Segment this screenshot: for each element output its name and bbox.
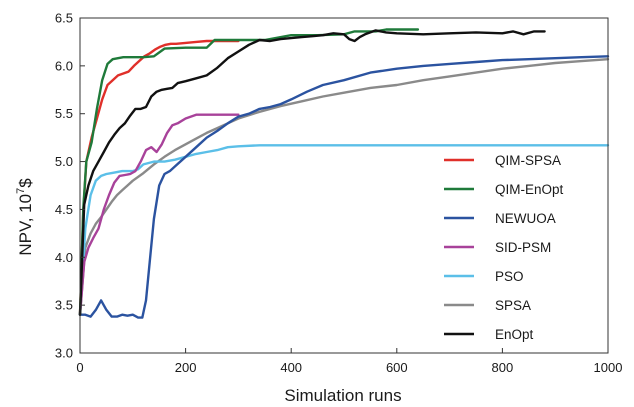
plot-area [80,18,608,353]
legend-label-pso: PSO [495,269,524,284]
y-tick-label: 4.0 [55,250,73,265]
y-axis-label-unit: $ [16,178,35,188]
legend-label-newuoa: NEWUOA [495,211,556,226]
y-tick-label: 5.0 [55,154,73,169]
x-tick-label: 1000 [594,360,623,375]
legend-label-qim-spsa: QIM-SPSA [495,153,561,168]
series-line-pso [78,144,610,316]
series-line-spsa [78,58,610,316]
legend-label-spsa: SPSA [495,298,531,313]
x-axis-label: Simulation runs [284,386,401,405]
legend-label-sid-psm: SID-PSM [495,240,551,255]
y-tick-label: 6.0 [55,58,73,73]
x-tick-label: 800 [492,360,514,375]
legend: QIM-SPSA QIM-EnOpt NEWUOA SID-PSM PSO SPSA EnO… [444,153,564,342]
y-tick-label: 5.5 [55,106,73,121]
y-axis-label-exponent: 7 [15,188,27,194]
series-line-enopt [78,29,546,316]
series-line-newuoa [78,55,610,319]
y-tick-label: 3.5 [55,298,73,313]
x-tick-label: 200 [175,360,197,375]
ticks-layer: 0 200 400 600 800 1000 3.0 3.5 4.0 4.5 5.0 5.5 6.0 6.… [55,11,623,376]
y-tick-label: 6.5 [55,11,73,26]
plot-background [80,18,608,353]
y-axis-label-base: NPV, 10 [16,194,35,256]
x-tick-label: 600 [386,360,408,375]
legend-label-qim-enopt: QIM-EnOpt [495,182,564,197]
series-line-qim-enopt [78,28,420,316]
series-line-qim-spsa [78,39,240,316]
series-layer [78,28,610,319]
x-tick-label: 400 [280,360,302,375]
x-tick-label: 0 [76,360,83,375]
plot-frame [79,17,609,354]
legend-label-enopt: EnOpt [495,327,534,342]
y-tick-label: 4.5 [55,202,73,217]
y-tick-label: 3.0 [55,346,73,361]
axes-layer [79,17,609,354]
y-axis-label: NPV, 107$ [15,178,35,256]
series-line-sid-psm [78,113,240,316]
